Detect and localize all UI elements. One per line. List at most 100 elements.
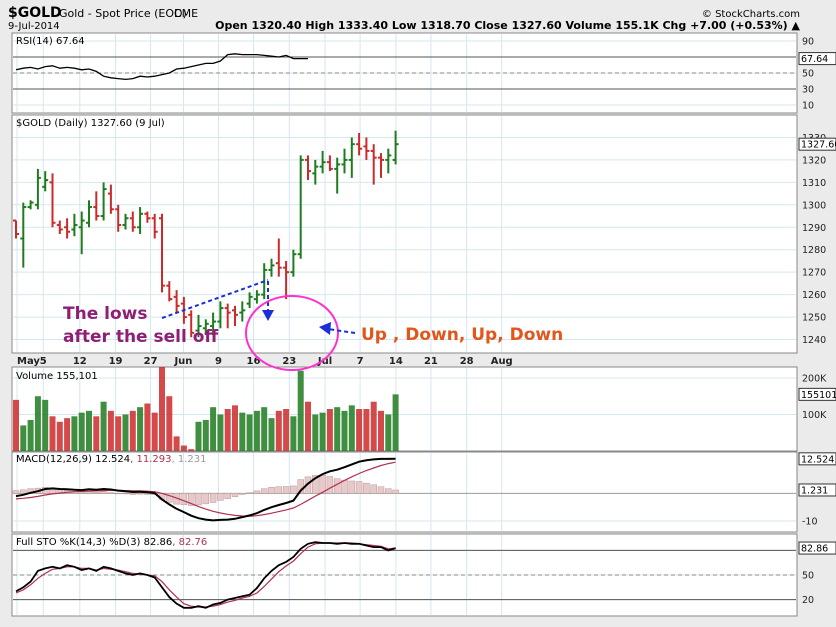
annotation-dashed-line [161, 279, 269, 319]
macd-histogram-bar [224, 493, 231, 499]
volume-bar [107, 410, 114, 451]
volume-bar [115, 416, 122, 451]
volume-bar [217, 414, 224, 451]
axis-labels: May5121927Jun91623Jul7142128Aug103050709… [17, 37, 836, 606]
lows-label-line1: The lows [63, 304, 147, 324]
value-tag-box [798, 52, 836, 66]
macd-histogram-bar [166, 493, 173, 503]
volume-bar [129, 410, 136, 451]
annotation-layer: The lows after the sell off Up , Down, U… [63, 279, 563, 371]
volume-bar [159, 367, 165, 451]
volume-bar [173, 436, 180, 451]
volume-bar [180, 445, 187, 451]
price-title: $GOLD (Daily) 1327.60 (9 Jul) [16, 118, 165, 129]
volume-bar [49, 416, 56, 451]
volume-bar [144, 403, 151, 451]
description: Gold - Spot Price (EOD) [59, 7, 187, 20]
y-tick-label: 20 [802, 595, 814, 606]
y-tick-label: -10 [802, 516, 818, 527]
macd-histogram-bar [304, 476, 312, 494]
macd-histogram-bar [202, 493, 210, 505]
volume-bar [100, 401, 107, 451]
volume-bar [13, 399, 19, 451]
volume-bar [385, 414, 392, 451]
y-tick-label: 1300 [802, 200, 826, 211]
macd-histogram-bar [268, 487, 275, 494]
volume-bar [268, 418, 275, 451]
x-tick-label: 19 [109, 356, 123, 367]
date: 9-Jul-2014 [8, 21, 60, 32]
y-tick-label: 1320 [802, 155, 826, 166]
macd-histogram-bar [144, 493, 151, 495]
volume-bar [34, 396, 41, 451]
value-tag: 82.86 [801, 544, 828, 555]
volume-bar [71, 416, 78, 451]
volume-bar [341, 410, 348, 451]
macd-histogram-bar [363, 482, 370, 494]
macd-signal-line [15, 461, 396, 517]
macd-histogram-bar [260, 488, 268, 494]
sto-k-line [15, 541, 396, 609]
macd-histogram-bar [217, 493, 224, 501]
volume-bar [232, 405, 238, 451]
macd-histogram-bar [209, 493, 217, 503]
volume-bar [93, 416, 100, 451]
macd-histogram-bar [100, 491, 107, 494]
macd-title: MACD(12,26,9) 12.524, 11.293, 1.231 [16, 454, 206, 465]
annotation-down-arrow-icon [262, 310, 274, 321]
macd-histogram-bar [187, 493, 195, 506]
volume-bar [195, 421, 202, 451]
volume-bar [202, 419, 209, 451]
macd-histogram-bar [231, 493, 239, 497]
volume-bar [305, 401, 311, 451]
volume-bar [188, 449, 195, 451]
y-tick-label: 90 [802, 37, 814, 48]
macd-histogram-bar [129, 493, 137, 495]
macd-histogram-bar [180, 493, 188, 505]
volume-bar [122, 414, 129, 451]
volume-bar [290, 416, 297, 451]
y-tick-label: 50 [802, 571, 814, 582]
macd-histogram-bar [312, 475, 319, 494]
volume-bar [27, 419, 34, 451]
x-tick-label: Jun [173, 356, 192, 367]
updown-label: Up , Down, Up, Down [361, 325, 563, 345]
volume-bar [392, 394, 399, 451]
volume-bar [326, 409, 333, 451]
value-tag: 155101 [801, 390, 836, 401]
macd-histogram-bar [78, 491, 85, 494]
macd-histogram-bar [282, 486, 290, 494]
macd-legend-hist: 1.231 [178, 454, 207, 465]
y-tick-label: 1310 [802, 178, 826, 189]
macd-line [15, 457, 396, 522]
x-tick-label: 23 [282, 356, 296, 367]
volume-bar [334, 407, 341, 451]
volume-bar [275, 410, 282, 451]
macd-histogram-bar [246, 492, 253, 494]
volume-bar [370, 401, 377, 451]
macd-histogram-bar [195, 493, 202, 506]
macd-histogram-bar [20, 489, 27, 494]
y-tick-label: 30 [802, 85, 814, 96]
volume-bar [378, 410, 384, 451]
volume-bar [319, 412, 326, 451]
volume-title: Volume 155,101 [16, 371, 98, 382]
quote-line: Open 1320.40 High 1333.40 Low 1318.70 Cl… [215, 19, 800, 32]
volume-bar [246, 414, 253, 451]
y-tick-label: 50 [802, 69, 814, 80]
value-tag-box [798, 483, 836, 497]
macd-histogram-bar [136, 493, 144, 495]
volume-bar [78, 412, 85, 451]
x-tick-label: 28 [460, 356, 474, 367]
macd-histogram-bar [326, 476, 334, 494]
volume-bar [297, 370, 304, 451]
y-tick-label: 1280 [802, 245, 826, 256]
x-tick-label: Jul [317, 356, 332, 367]
y-tick-label: 1240 [802, 335, 826, 346]
value-tag-box [798, 387, 836, 401]
macd-histogram-bar [239, 493, 246, 495]
volume-bar [56, 421, 63, 451]
macd-legend-signal: 11.293 [136, 454, 171, 465]
volume-bar [137, 407, 144, 451]
